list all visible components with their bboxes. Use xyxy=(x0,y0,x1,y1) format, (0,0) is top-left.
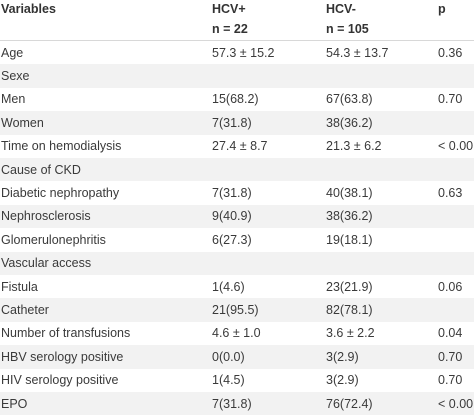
cell-hcv-positive: 6(27.3) xyxy=(212,232,252,247)
cell-hcv-positive xyxy=(212,252,322,275)
cell-hcv-positive: 1(4.5) xyxy=(212,373,245,388)
table-row: Sexe xyxy=(0,64,474,88)
row-label: Cause of CKD xyxy=(1,162,81,177)
table-row: Age 57.3 ± 15.2 54.3 ± 13.7 0.36 xyxy=(0,41,474,64)
row-label: HBV serology positive xyxy=(1,349,124,364)
cell-hcv-positive xyxy=(212,64,322,87)
cell-hcv-positive: 1(4.6) xyxy=(212,279,245,294)
cell-hcv-negative: 54.3 ± 13.7 xyxy=(326,45,389,60)
table-row: Vascular access xyxy=(0,251,474,275)
cell-hcv-positive: 57.3 ± 15.2 xyxy=(212,45,275,60)
cell-hcv-negative: 67(63.8) xyxy=(326,92,373,107)
cell-hcv-negative: 21.3 ± 6.2 xyxy=(326,139,382,154)
cell-hcv-negative: 40(38.1) xyxy=(326,186,373,201)
cell-hcv-negative: 38(36.2) xyxy=(326,209,373,224)
row-label: Number of transfusions xyxy=(1,326,131,341)
cell-p-value xyxy=(438,205,474,228)
row-label: Vascular access xyxy=(1,256,92,271)
row-label: Age xyxy=(1,45,24,60)
cell-hcv-positive: 9(40.9) xyxy=(212,209,252,224)
table-row: Catheter 21(95.5) 82(78.1) xyxy=(0,298,474,322)
cell-hcv-positive xyxy=(212,158,322,181)
table-row: Glomerulonephritis 6(27.3) 19(18.1) xyxy=(0,228,474,251)
cell-hcv-negative: 76(72.4) xyxy=(326,396,373,411)
cell-hcv-negative: 23(21.9) xyxy=(326,279,373,294)
table-row: HIV serology positive 1(4.5) 3(2.9) 0.70 xyxy=(0,369,474,392)
cell-p-value xyxy=(438,158,474,181)
table-row: Women 7(31.8) 38(36.2) xyxy=(0,111,474,135)
table-row: Time on hemodialysis 27.4 ± 8.7 21.3 ± 6.2… xyxy=(0,135,474,158)
row-label: Fistula xyxy=(1,279,38,294)
table-row: EPO 7(31.8) 76(72.4) < 0.001 xyxy=(0,392,474,415)
table-row: Number of transfusions 4.6 ± 1.0 3.6 ± 2.2… xyxy=(0,322,474,345)
cell-p-value: 0.36 xyxy=(438,45,463,60)
table-row: Fistula 1(4.6) 23(21.9) 0.06 xyxy=(0,275,474,298)
cell-p-value: 0.70 xyxy=(438,349,463,364)
cell-hcv-negative: 19(18.1) xyxy=(326,232,373,247)
cell-p-value xyxy=(438,228,474,251)
row-label: Catheter xyxy=(1,303,49,318)
cell-hcv-negative: 38(36.2) xyxy=(326,115,373,130)
cell-hcv-negative xyxy=(326,158,436,181)
cell-hcv-positive: 7(31.8) xyxy=(212,396,252,411)
cell-hcv-positive: 7(31.8) xyxy=(212,186,252,201)
cell-hcv-positive: 27.4 ± 8.7 xyxy=(212,139,268,154)
cell-p-value xyxy=(438,298,474,321)
table-row: HBV serology positive 0(0.0) 3(2.9) 0.70 xyxy=(0,345,474,369)
cell-hcv-positive: 21(95.5) xyxy=(212,303,259,318)
cell-p-value: 0.06 xyxy=(438,279,463,294)
cell-p-value: 0.70 xyxy=(438,92,463,107)
cell-hcv-positive: 4.6 ± 1.0 xyxy=(212,326,261,341)
header-variables: Variables xyxy=(1,2,56,16)
cell-hcv-negative: 82(78.1) xyxy=(326,303,373,318)
cell-p-value xyxy=(438,252,474,275)
header-n-positive: n = 22 xyxy=(212,22,248,36)
table-header: Variables HCV+ HCV- p n = 22 n = 105 xyxy=(0,0,474,41)
row-label: Sexe xyxy=(1,69,30,84)
cell-p-value: < 0.001 xyxy=(438,396,474,411)
row-label: Glomerulonephritis xyxy=(1,232,106,247)
cell-hcv-negative: 3(2.9) xyxy=(326,349,359,364)
row-label: Nephrosclerosis xyxy=(1,209,91,224)
cell-hcv-negative xyxy=(326,252,436,275)
header-p-value: p xyxy=(438,2,446,16)
cell-hcv-negative xyxy=(326,64,436,87)
cell-p-value xyxy=(438,64,474,87)
table-row: Men 15(68.2) 67(63.8) 0.70 xyxy=(0,88,474,111)
table-row: Cause of CKD xyxy=(0,158,474,182)
cell-hcv-negative: 3(2.9) xyxy=(326,373,359,388)
cell-p-value: < 0.001 xyxy=(438,139,474,154)
row-label: HIV serology positive xyxy=(1,373,119,388)
cell-p-value: 0.04 xyxy=(438,326,463,341)
header-hcv-negative: HCV- xyxy=(326,2,356,16)
header-hcv-positive: HCV+ xyxy=(212,2,246,16)
row-label: Time on hemodialysis xyxy=(1,139,122,154)
cell-hcv-negative: 3.6 ± 2.2 xyxy=(326,326,375,341)
cell-p-value: 0.63 xyxy=(438,186,463,201)
cell-p-value: 0.70 xyxy=(438,373,463,388)
row-label: Men xyxy=(1,92,26,107)
header-n-negative: n = 105 xyxy=(326,22,369,36)
row-label: Diabetic nephropathy xyxy=(1,186,120,201)
cell-p-value xyxy=(438,111,474,134)
cell-hcv-positive: 0(0.0) xyxy=(212,349,245,364)
table-row: Diabetic nephropathy 7(31.8) 40(38.1) 0.63 xyxy=(0,181,474,204)
table-row: Nephrosclerosis 9(40.9) 38(36.2) xyxy=(0,204,474,229)
row-label: EPO xyxy=(1,396,28,411)
cell-hcv-positive: 7(31.8) xyxy=(212,115,252,130)
cell-hcv-positive: 15(68.2) xyxy=(212,92,259,107)
row-label: Women xyxy=(1,115,44,130)
